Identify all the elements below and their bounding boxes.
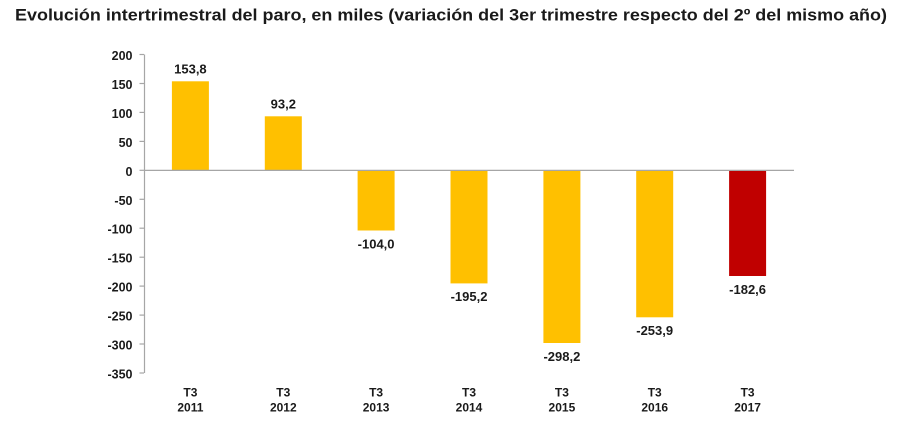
svg-text:2015: 2015	[549, 400, 576, 414]
svg-text:-298,2: -298,2	[543, 349, 580, 364]
svg-text:T3: T3	[369, 385, 383, 399]
svg-text:T3: T3	[648, 385, 662, 399]
svg-text:-182,6: -182,6	[729, 282, 766, 297]
svg-text:2017: 2017	[734, 400, 761, 414]
svg-text:2011: 2011	[177, 400, 203, 414]
svg-text:2013: 2013	[363, 400, 390, 414]
svg-text:-100: -100	[107, 223, 132, 237]
svg-text:93,2: 93,2	[271, 97, 296, 112]
svg-text:-300: -300	[107, 339, 132, 353]
svg-text:-104,0: -104,0	[358, 236, 395, 251]
svg-text:-350: -350	[107, 368, 132, 382]
svg-text:-50: -50	[114, 194, 132, 208]
svg-text:-150: -150	[107, 252, 132, 266]
svg-text:-253,9: -253,9	[636, 323, 673, 338]
svg-text:T3: T3	[183, 385, 197, 399]
svg-text:50: 50	[119, 136, 133, 150]
svg-text:153,8: 153,8	[174, 62, 207, 77]
svg-text:T3: T3	[741, 385, 755, 399]
svg-text:-195,2: -195,2	[451, 289, 488, 304]
svg-text:T3: T3	[276, 385, 290, 399]
svg-text:2012: 2012	[270, 400, 297, 414]
svg-text:-200: -200	[107, 281, 132, 295]
svg-text:T3: T3	[555, 385, 569, 399]
svg-text:200: 200	[112, 49, 133, 63]
svg-text:100: 100	[112, 107, 133, 121]
svg-text:2016: 2016	[641, 400, 668, 414]
svg-text:0: 0	[126, 165, 133, 179]
svg-text:150: 150	[112, 78, 133, 92]
svg-text:2014: 2014	[456, 400, 483, 414]
svg-text:-250: -250	[107, 310, 132, 324]
svg-text:T3: T3	[462, 385, 476, 399]
svg-text:Evolución intertrimestral del: Evolución intertrimestral del paro, en m…	[15, 6, 887, 25]
